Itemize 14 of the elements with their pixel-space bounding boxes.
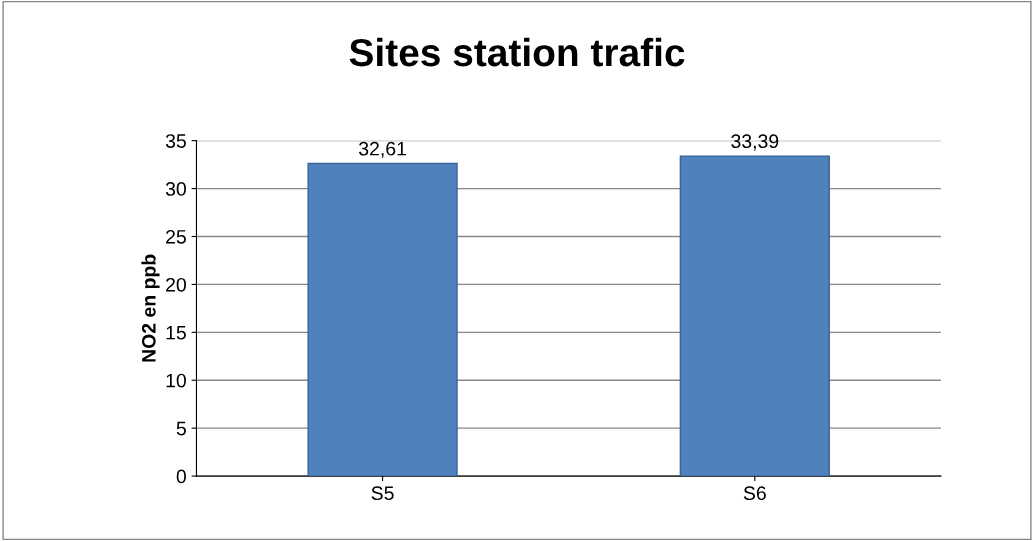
- y-tick-label: 15: [166, 326, 186, 340]
- y-tick-label: 35: [165, 134, 186, 148]
- y-tick-label: 0: [176, 469, 186, 484]
- y-tick-label: 10: [166, 373, 186, 388]
- x-tick-label: S6: [743, 486, 766, 501]
- x-tick-label: S5: [371, 486, 394, 501]
- y-tick-label: 5: [176, 421, 186, 436]
- y-tick-label: 25: [166, 229, 186, 244]
- data-label: 33,39: [731, 134, 779, 151]
- y-axis-title: NO2 en ppb: [141, 254, 160, 362]
- chart-title: Sites station trafic: [349, 37, 685, 67]
- y-tick-label: 20: [166, 277, 186, 292]
- data-label: 32,61: [358, 141, 406, 158]
- y-tick-label: 30: [165, 182, 186, 196]
